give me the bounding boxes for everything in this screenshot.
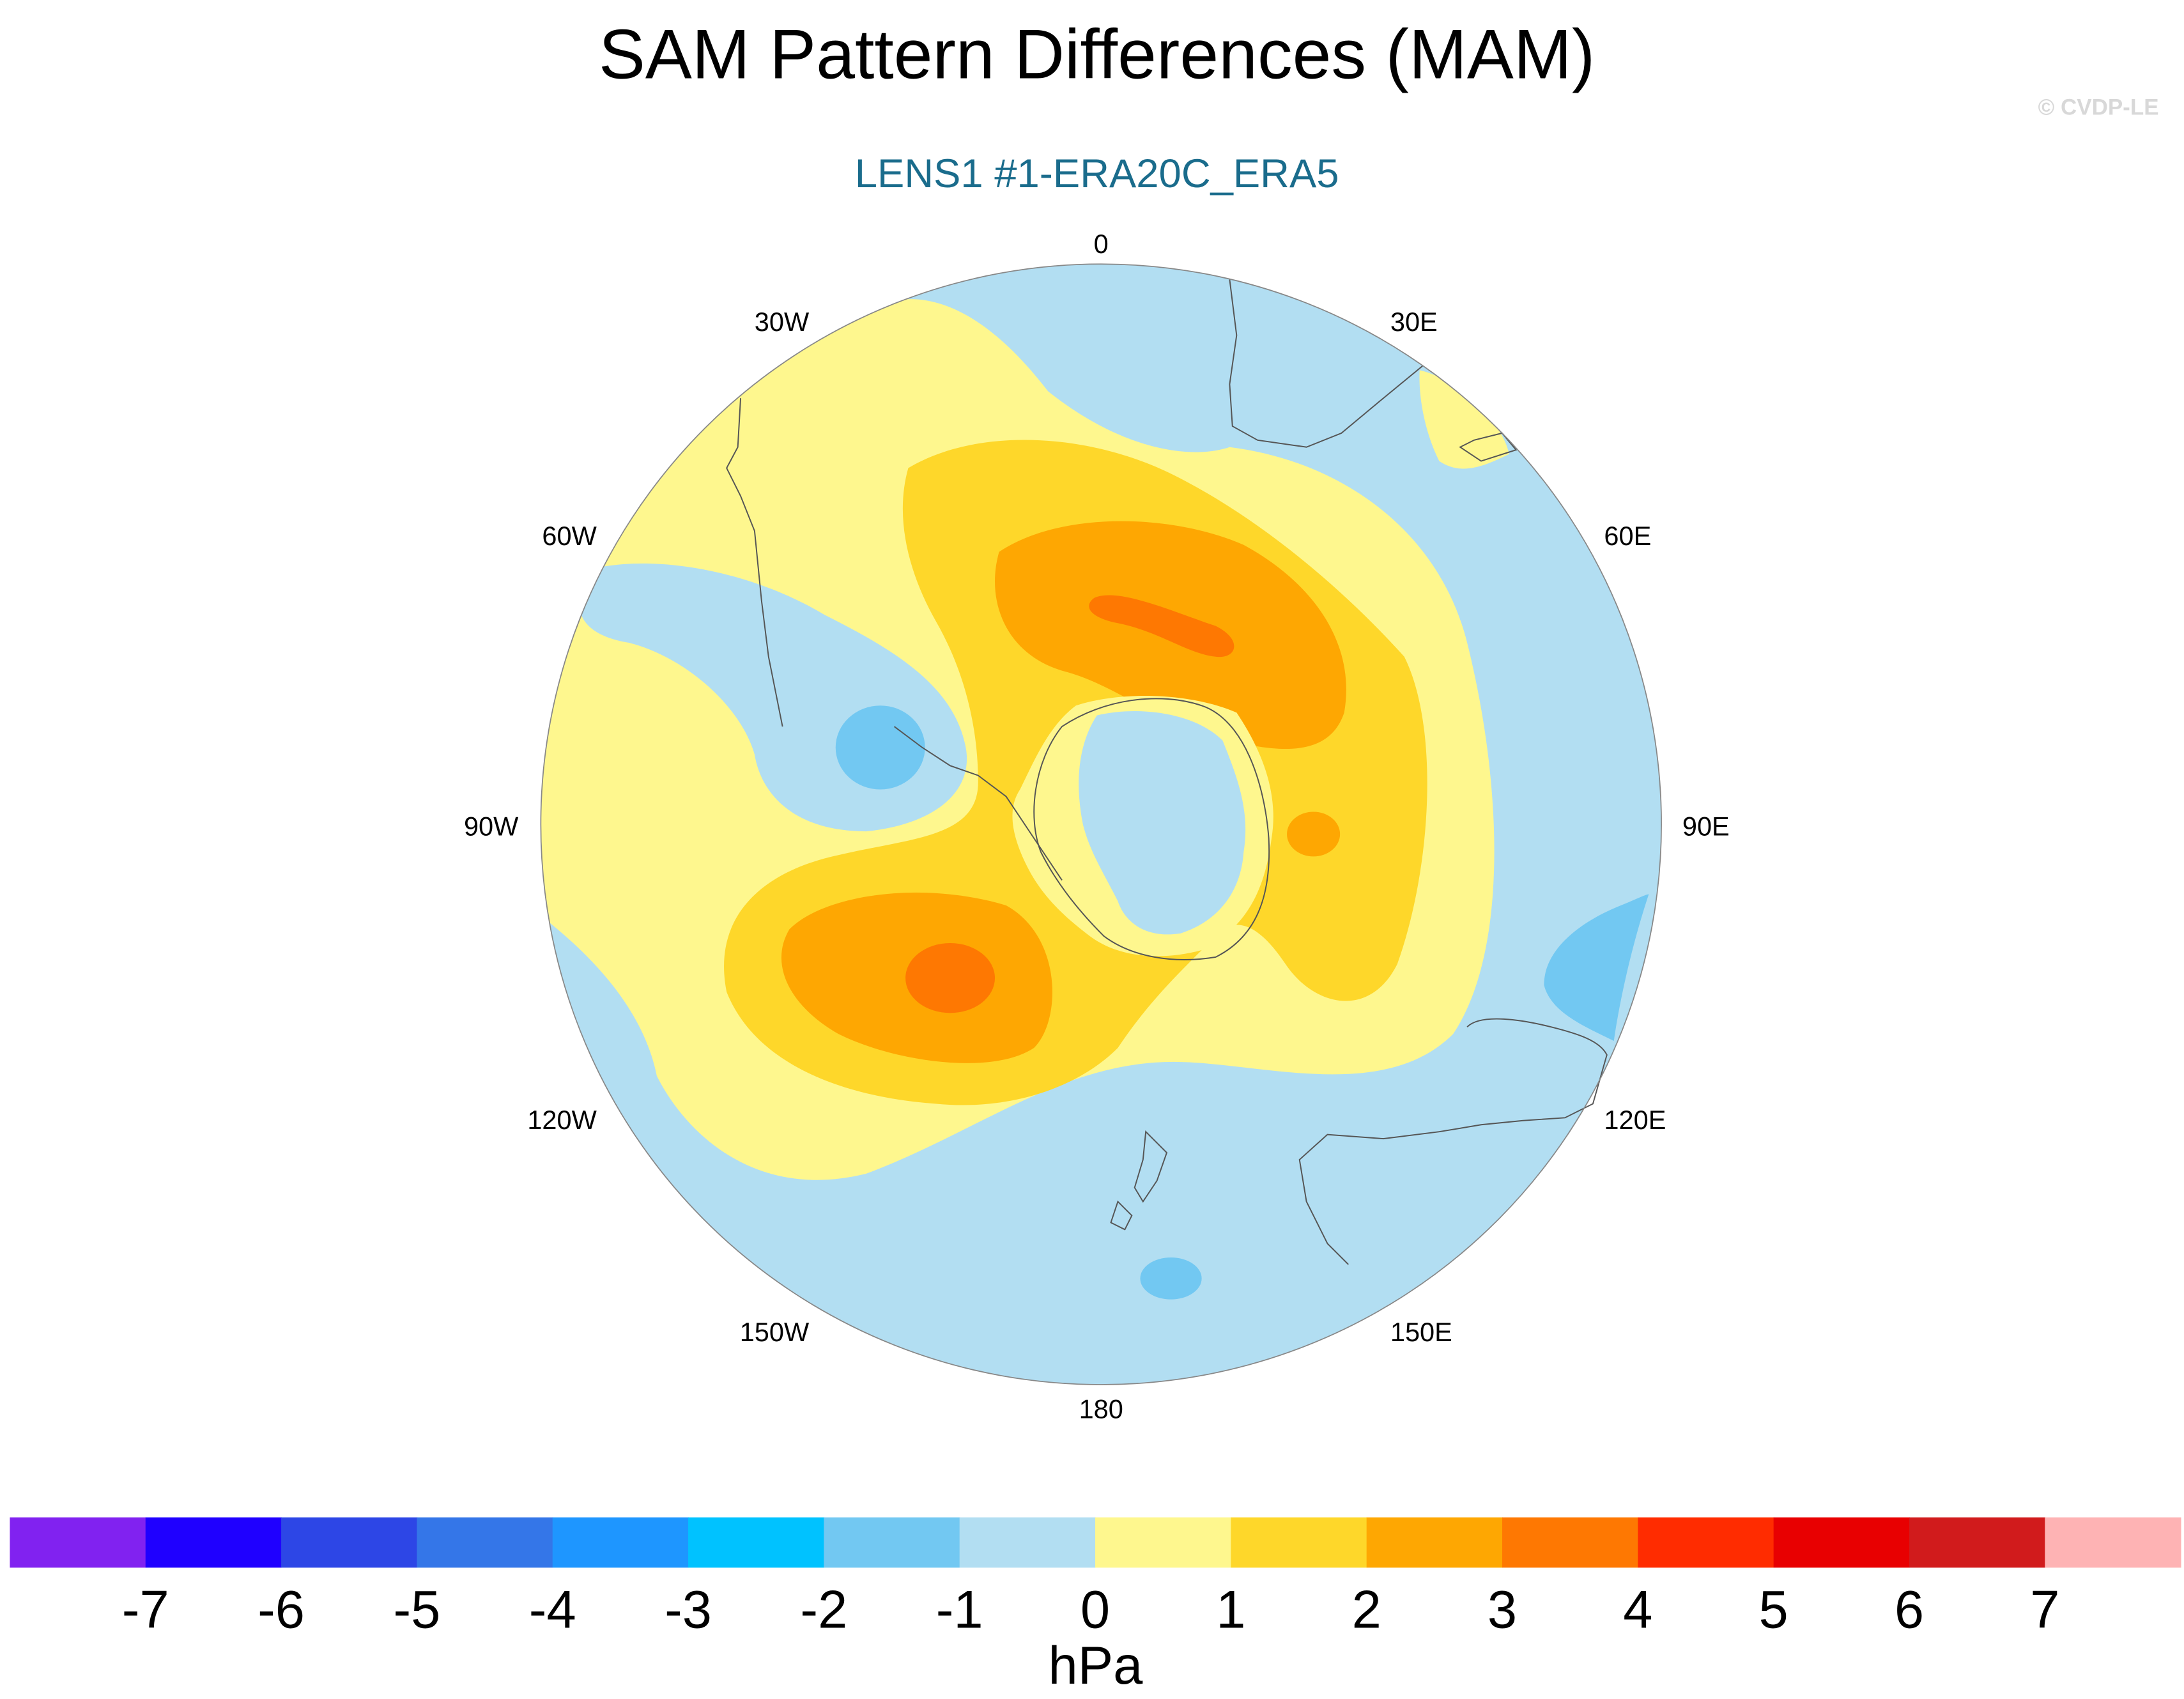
colorbar-tick-label: -6 [258, 1580, 305, 1639]
lon-label-0: 0 [1094, 229, 1109, 259]
lon-label-180: 180 [1079, 1394, 1123, 1424]
colorbar-tick-label: 3 [1488, 1580, 1517, 1639]
lon-label-120e: 120E [1604, 1105, 1666, 1135]
colorbar-box [1502, 1517, 1639, 1568]
colorbar-tick-label: 2 [1352, 1580, 1381, 1639]
colorbar-box [552, 1517, 689, 1568]
map-border [540, 263, 1662, 1385]
contour-fill [541, 264, 1662, 1385]
lon-label-90w: 90W [464, 811, 519, 842]
colorbar-box [688, 1517, 825, 1568]
lon-label-60w: 60W [542, 521, 597, 551]
colorbar-tick-label: -4 [529, 1580, 576, 1639]
colorbar-box [1773, 1517, 1910, 1568]
colorbar-tick-label: 0 [1080, 1580, 1110, 1639]
colorbar-tick-label: -2 [800, 1580, 847, 1639]
colorbar-tick-label: -3 [665, 1580, 712, 1639]
copyright-label: © CVDP-LE [2038, 95, 2159, 119]
colorbar-box [2045, 1517, 2181, 1568]
colorbar-boxes [10, 1517, 2181, 1568]
coast-antarctica [1033, 698, 1270, 960]
lon-label-30e: 30E [1390, 307, 1438, 337]
lon-label-30w: 30W [755, 307, 810, 337]
colorbar-tick-label: 7 [2030, 1580, 2059, 1639]
contour-neg2-neg1-east [1544, 894, 1649, 1042]
colorbar-tick-label: -1 [936, 1580, 983, 1639]
colorbar-tick-label: 5 [1759, 1580, 1788, 1639]
main-title: SAM Pattern Differences (MAM) [599, 15, 1595, 93]
coast-madagascar [1459, 432, 1518, 462]
contour-neg2-neg1-drake [835, 705, 925, 790]
colorbar-unit: hPa [1049, 1636, 1144, 1695]
colorbar-box [1366, 1517, 1503, 1568]
colorbar-box [10, 1517, 146, 1568]
contour-neg2-neg1-south [1140, 1257, 1202, 1300]
colorbar-box [417, 1517, 553, 1568]
lon-label-90e: 90E [1682, 811, 1730, 842]
colorbar-tick-labels: -7 -6 -5 -4 -3 -2 -1 0 1 2 3 4 5 6 7 [122, 1580, 2060, 1639]
colorbar-box [1909, 1517, 2046, 1568]
colorbar-box [281, 1517, 418, 1568]
lon-label-120w: 120W [527, 1105, 597, 1135]
coast-south-america [726, 398, 783, 727]
coast-australia [1298, 1018, 1608, 1265]
coast-africa [1229, 279, 1423, 448]
coast-antarctic-peninsula [893, 726, 1063, 881]
colorbar-box [1231, 1517, 1367, 1568]
contour-3-4-upper [1089, 595, 1234, 657]
lon-label-150e: 150E [1390, 1317, 1452, 1347]
antarctic-interior-neg1-0 [1079, 711, 1246, 935]
colorbar-box [1095, 1517, 1232, 1568]
colorbar: -7 -6 -5 -4 -3 -2 -1 0 1 2 3 4 5 6 7 hPa [10, 1517, 2181, 1695]
colorbar-tick-label: -5 [393, 1580, 440, 1639]
lon-label-150w: 150W [740, 1317, 810, 1347]
colorbar-box [1638, 1517, 1774, 1568]
colorbar-tick-label: -7 [122, 1580, 169, 1639]
coastlines [726, 279, 1608, 1265]
colorbar-box [145, 1517, 282, 1568]
coast-new-zealand-south [1110, 1200, 1133, 1231]
contour-0-1-east [1419, 370, 1509, 469]
lon-label-60e: 60E [1604, 521, 1651, 551]
colorbar-tick-label: 1 [1216, 1580, 1245, 1639]
contour-2-3-east [1287, 811, 1341, 857]
coast-new-zealand [1134, 1130, 1168, 1203]
colorbar-tick-label: 6 [1895, 1580, 1924, 1639]
longitude-labels: 0 30E 60E 90E 120E 150E 180 150W 120W 90… [464, 229, 1730, 1424]
colorbar-box [824, 1517, 960, 1568]
contour-3-4-lower [905, 943, 996, 1013]
colorbar-tick-label: 4 [1623, 1580, 1652, 1639]
polar-map: 0 30E 60E 90E 120E 150E 180 150W 120W 90… [464, 229, 1730, 1424]
colorbar-box [959, 1517, 1096, 1568]
subtitle: LENS1 #1-ERA20C_ERA5 [855, 151, 1339, 196]
